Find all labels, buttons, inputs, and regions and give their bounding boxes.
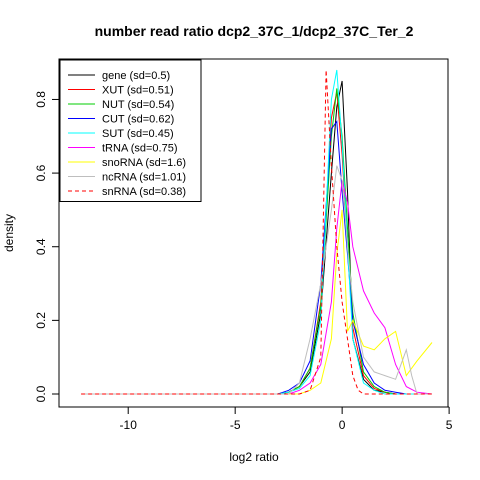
x-tick-label: 5 bbox=[446, 418, 453, 432]
legend-label-6: snoRNA (sd=1.6) bbox=[102, 157, 186, 169]
x-axis: -10 -5 0 5 bbox=[120, 406, 453, 432]
legend-label-1: XUT (sd=0.51) bbox=[102, 85, 174, 97]
x-tick-label: -10 bbox=[120, 418, 138, 432]
legend-label-5: tRNA (sd=0.75) bbox=[102, 143, 178, 155]
legend-label-3: CUT (sd=0.62) bbox=[102, 114, 174, 126]
legend: gene (sd=0.5) XUT (sd=0.51) NUT (sd=0.54) C… bbox=[59, 59, 202, 202]
series-line-3 bbox=[81, 120, 432, 395]
legend-label-0: gene (sd=0.5) bbox=[102, 70, 170, 82]
chart-title: number read ratio dcp2_37C_1/dcp2_37C_Te… bbox=[95, 23, 414, 39]
legend-box bbox=[59, 59, 202, 202]
legend-label-7: ncRNA (sd=1.01) bbox=[102, 172, 186, 184]
y-axis: 0.0 0.2 0.4 0.6 0.8 bbox=[34, 91, 60, 402]
series-line-7 bbox=[81, 165, 432, 395]
legend-label-2: NUT (sd=0.54) bbox=[102, 99, 174, 111]
y-tick-label: 0.4 bbox=[34, 238, 48, 255]
x-tick-label: 0 bbox=[339, 418, 346, 432]
y-tick-label: 0.6 bbox=[34, 164, 48, 181]
plot-lines bbox=[81, 69, 433, 395]
x-axis-label: log2 ratio bbox=[229, 450, 279, 464]
series-line-5 bbox=[81, 180, 433, 395]
y-tick-label: 0.0 bbox=[34, 385, 48, 402]
y-axis-label: density bbox=[2, 214, 16, 252]
series-line-6 bbox=[81, 209, 433, 395]
y-tick-label: 0.2 bbox=[34, 312, 48, 329]
y-tick-label: 0.8 bbox=[34, 91, 48, 108]
legend-label-4: SUT (sd=0.45) bbox=[102, 128, 174, 140]
x-tick-label: -5 bbox=[230, 418, 241, 432]
series-line-2 bbox=[81, 88, 432, 395]
series-line-8 bbox=[81, 69, 432, 395]
legend-label-8: snRNA (sd=0.38) bbox=[102, 186, 186, 198]
